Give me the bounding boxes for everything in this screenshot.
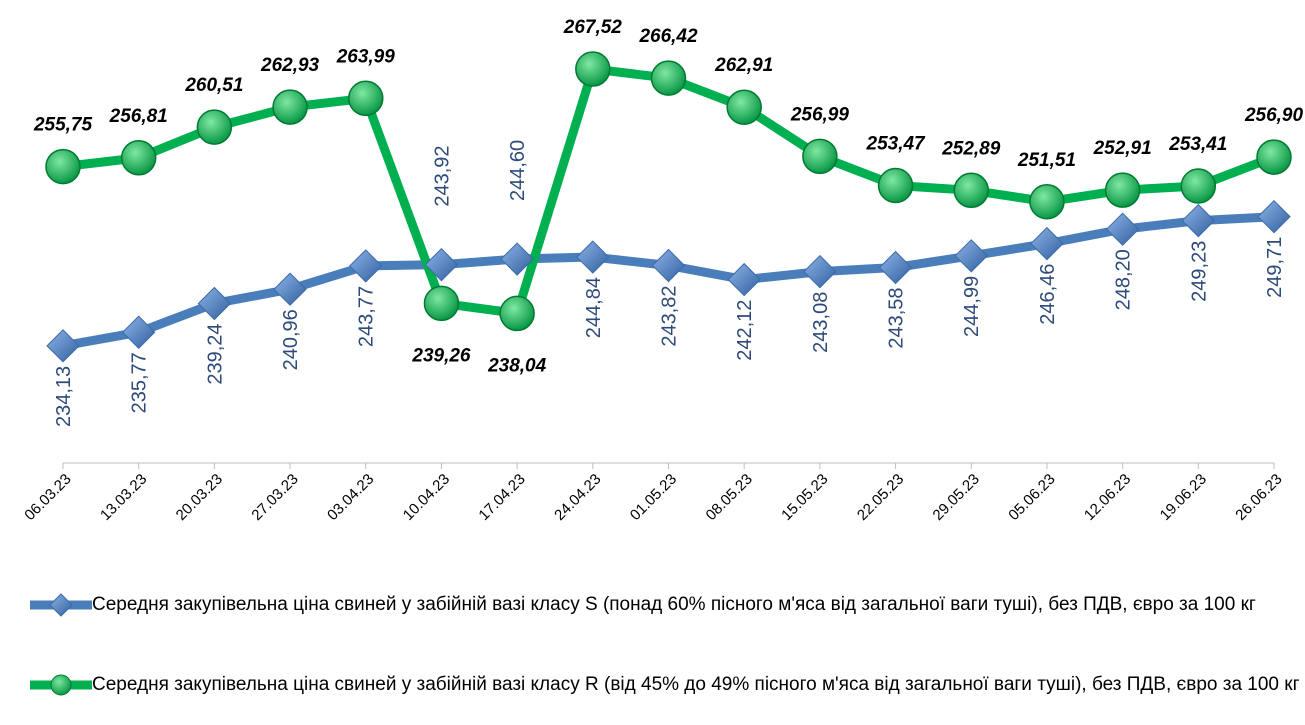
- marker: [1257, 199, 1291, 234]
- marker: [1029, 184, 1065, 220]
- marker: [348, 80, 384, 117]
- data-label: 252,91: [1093, 138, 1152, 159]
- x-tick-label: 15.05.23: [778, 471, 831, 524]
- x-tick-label: 03.04.23: [324, 471, 377, 524]
- marker: [575, 51, 611, 87]
- data-label: 243,92: [431, 146, 453, 207]
- x-tick-label: 05.06.23: [1005, 471, 1058, 524]
- marker: [349, 249, 383, 283]
- data-label: 256,81: [109, 106, 168, 127]
- data-label: 244,84: [583, 277, 605, 338]
- data-label: 243,58: [886, 288, 908, 349]
- data-label: 262,93: [260, 55, 320, 76]
- marker: [878, 250, 913, 285]
- x-tick-label: 22.05.23: [854, 471, 907, 524]
- marker: [650, 60, 687, 96]
- marker: [953, 172, 989, 209]
- data-label: 267,52: [563, 17, 623, 38]
- marker: [197, 286, 232, 321]
- chart: 06.03.23 13.03.23 20.03.23 27.03.23 03.04.23…: [21, 17, 1304, 524]
- data-label: 243,77: [356, 286, 378, 347]
- data-label: 260,51: [184, 75, 243, 96]
- x-tick-label: 20.03.23: [173, 471, 226, 524]
- data-label: 239,24: [204, 323, 226, 384]
- marker: [1105, 212, 1140, 246]
- data-label: 243,82: [659, 286, 681, 347]
- x-tick-label: 10.04.23: [400, 471, 453, 524]
- marker: [45, 148, 81, 185]
- data-label: 243,08: [810, 292, 832, 353]
- data-label: 248,20: [1113, 249, 1135, 310]
- data-label: 263,99: [336, 46, 396, 67]
- marker: [272, 89, 308, 125]
- legend-swatch: [30, 674, 92, 696]
- marker: [196, 109, 233, 145]
- x-tick-label: 26.06.23: [1232, 471, 1285, 524]
- data-label: 249,71: [1264, 237, 1286, 298]
- data-label: 242,12: [734, 300, 756, 361]
- data-label: 251,51: [1017, 150, 1076, 171]
- data-label: 235,77: [129, 352, 151, 413]
- legend-label: Середня закупівельна ціна свиней у забій…: [92, 674, 1300, 695]
- legend-item: Середня закупівельна ціна свиней у забій…: [30, 590, 1302, 620]
- marker: [424, 247, 459, 282]
- marker: [500, 242, 534, 276]
- x-tick-label: 06.03.23: [21, 471, 74, 524]
- marker: [46, 329, 80, 363]
- x-tick-label: 17.04.23: [475, 471, 528, 524]
- data-label: 239,26: [411, 345, 471, 366]
- data-label: 238,04: [487, 355, 547, 376]
- marker: [1180, 168, 1217, 204]
- data-label: 249,23: [1188, 241, 1210, 302]
- marker: [121, 315, 156, 349]
- data-label: 266,42: [638, 26, 698, 47]
- data-label: 253,41: [1168, 134, 1227, 155]
- marker: [802, 138, 838, 175]
- marker: [499, 295, 535, 332]
- marker: [1181, 203, 1216, 238]
- legend-label: Середня закупівельна ціна свиней у забій…: [92, 594, 1256, 615]
- x-tick-label: 27.03.23: [248, 471, 301, 524]
- data-label: 256,90: [1244, 105, 1304, 126]
- marker: [1104, 172, 1141, 208]
- x-tick-label: 12.06.23: [1081, 471, 1134, 524]
- x-tick-label: 19.06.23: [1157, 471, 1210, 524]
- x-tick-label: 13.03.23: [97, 471, 150, 524]
- marker: [877, 167, 914, 204]
- data-label: 244,99: [961, 276, 983, 337]
- marker: [803, 254, 837, 289]
- x-tick-label: 08.05.23: [703, 471, 756, 524]
- data-label: 262,91: [714, 55, 773, 76]
- x-tick-label: 29.05.23: [930, 471, 983, 524]
- data-label: 246,46: [1037, 264, 1059, 325]
- marker: [651, 248, 686, 283]
- marker: [954, 239, 988, 273]
- x-tick-label: 24.04.23: [551, 471, 604, 524]
- data-label: 252,89: [941, 138, 1001, 159]
- data-label: 244,60: [507, 140, 529, 201]
- data-label: 253,47: [866, 134, 927, 155]
- legend-swatch: [30, 593, 92, 617]
- marker: [1030, 226, 1064, 261]
- marker: [576, 240, 610, 274]
- marker: [120, 140, 157, 176]
- x-tick-label: 01.05.23: [627, 471, 680, 524]
- marker: [423, 285, 460, 322]
- marker: [726, 89, 762, 125]
- data-label: 240,96: [280, 309, 302, 370]
- marker: [273, 272, 307, 306]
- data-label: 256,99: [790, 104, 850, 125]
- marker: [1256, 139, 1292, 175]
- data-label: 234,13: [53, 366, 75, 427]
- legend-item: Середня закупівельна ціна свиней у забій…: [30, 670, 1302, 700]
- data-label: 255,75: [33, 115, 93, 136]
- marker: [727, 262, 761, 297]
